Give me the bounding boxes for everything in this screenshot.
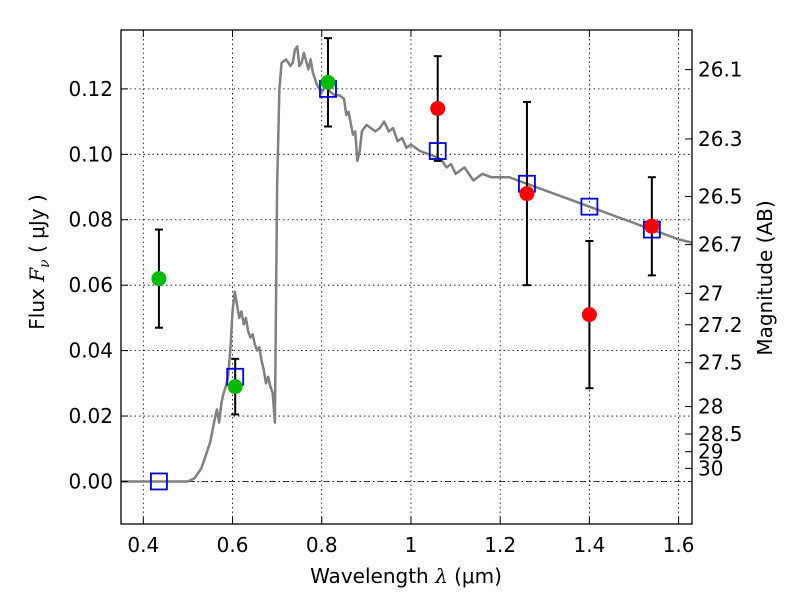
mag-tick-label: 29: [698, 440, 723, 464]
mag-tick-label: 27.2: [698, 313, 743, 337]
y-tick-label: 0.02: [68, 404, 113, 428]
plot-frame: [120, 29, 693, 525]
model-photometry-square: [150, 472, 168, 491]
x-tick-label: 1.4: [573, 533, 605, 557]
model-sed-line: [121, 45, 693, 483]
mag-tick-label: 28: [698, 395, 723, 419]
mag-tick-label: 30: [698, 456, 723, 480]
nir-detection-point: [519, 186, 535, 202]
mag-tick-label: 26.3: [698, 127, 743, 151]
model-sed-layer: [121, 45, 693, 483]
markers: [150, 74, 661, 491]
x-tick-label: 1.6: [663, 533, 695, 557]
x-tick-label: 0.4: [127, 533, 159, 557]
mag-tick-label: 26.7: [698, 233, 743, 257]
mag-tick-label: 26.1: [698, 58, 743, 82]
y-tick-label: 0.00: [68, 469, 113, 493]
y-tick-label: 0.10: [68, 142, 113, 166]
nir-detection-point: [581, 307, 597, 323]
x-tick-label: 1: [405, 533, 418, 557]
optical-detection-point: [320, 74, 336, 90]
mag-tick-label: 27.5: [698, 351, 743, 375]
mag-tick-label: 26.5: [698, 185, 743, 209]
x-tick-label: 0.6: [217, 533, 249, 557]
x-tick-label: 0.8: [306, 533, 338, 557]
optical-detection-point: [227, 379, 243, 395]
nir-detection-point: [430, 101, 446, 117]
model-photometry-square: [580, 197, 599, 216]
mag-tick-label: 27: [698, 281, 723, 305]
nir-detection-point: [644, 218, 660, 234]
y-tick-label: 0.04: [68, 339, 113, 363]
y-tick-label: 0.06: [68, 273, 113, 297]
x-axis-label: Wavelength λ (μm): [310, 564, 502, 588]
mag-tick-label: 28.5: [698, 422, 743, 446]
y-tick-label: 0.08: [68, 208, 113, 232]
model-photometry-square: [428, 142, 447, 160]
y-tick-label: 0.12: [68, 77, 113, 101]
x-tick-label: 1.2: [484, 533, 516, 557]
optical-detection-point: [151, 271, 167, 287]
y-axis-label: Flux Fν ( μJy ): [25, 194, 53, 329]
ticks: 0.4 0.6 0.8 1 1.2 1.4 1.6 0.00 0.02 0.04 0.06 0.08 0…: [68, 30, 743, 557]
magnitude-axis-label: Magnitude (AB): [753, 200, 777, 355]
